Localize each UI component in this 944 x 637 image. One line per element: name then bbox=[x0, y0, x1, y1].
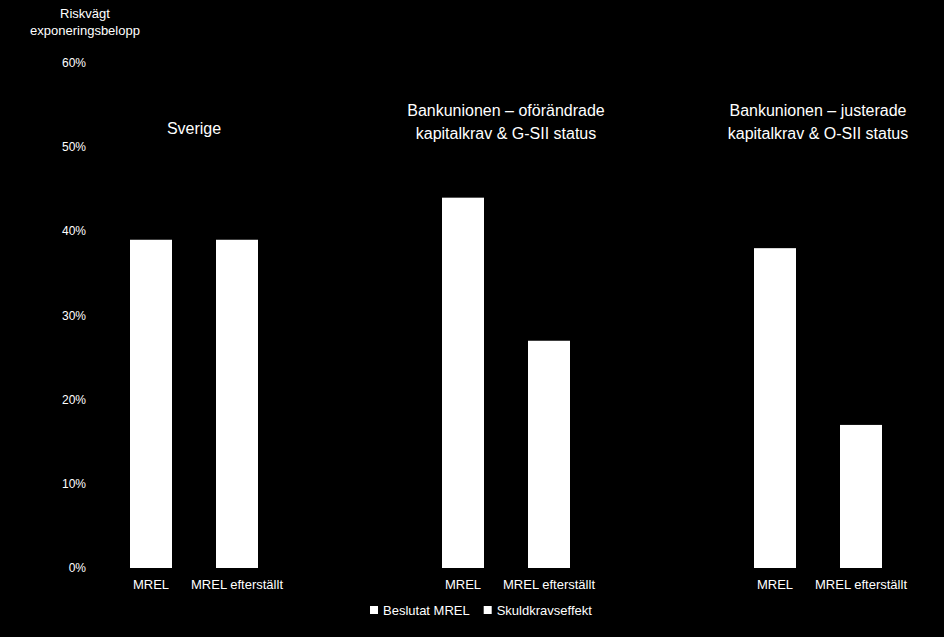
x-tick-label: MREL efterställt bbox=[503, 577, 595, 592]
bar bbox=[130, 240, 172, 568]
group-label: Sverige bbox=[167, 120, 221, 137]
bar bbox=[840, 425, 882, 568]
bar bbox=[216, 240, 258, 568]
legend-label: Skuldkravseffekt bbox=[497, 603, 593, 618]
group-label: Bankunionen – justerade bbox=[729, 102, 906, 119]
y-tick bbox=[90, 399, 93, 400]
bar bbox=[442, 198, 484, 568]
x-tick-label: MREL bbox=[757, 577, 793, 592]
y-tick-label: 30% bbox=[62, 309, 86, 323]
bar bbox=[754, 248, 796, 568]
y-tick bbox=[90, 483, 93, 484]
x-tick-label: MREL bbox=[445, 577, 481, 592]
y-tick-label: 10% bbox=[62, 477, 86, 491]
group-label: kapitalkrav & O-SII status bbox=[728, 125, 909, 142]
legend-marker bbox=[484, 606, 492, 614]
chart: Riskvägt exponeringsbelopp 0% 10% 20% 30% 40% 5… bbox=[0, 0, 944, 637]
y-tick-label: 40% bbox=[62, 224, 86, 238]
y-axis-label: Riskvägt exponeringsbelopp bbox=[30, 6, 140, 38]
y-tick bbox=[90, 231, 93, 232]
y-axis-label-line: Riskvägt bbox=[60, 6, 110, 21]
x-tick-label: MREL efterställt bbox=[815, 577, 907, 592]
y-tick bbox=[90, 147, 93, 148]
legend: Beslutat MREL Skuldkravseffekt bbox=[370, 603, 592, 618]
y-tick-label: 60% bbox=[62, 56, 86, 70]
y-axis-label-line: exponeringsbelopp bbox=[30, 23, 140, 38]
group-label: kapitalkrav & G-SII status bbox=[416, 125, 597, 142]
bars bbox=[130, 198, 882, 568]
y-tick bbox=[90, 315, 93, 316]
x-tick-label: MREL bbox=[133, 577, 169, 592]
x-tick-label: MREL efterställt bbox=[191, 577, 283, 592]
bar bbox=[528, 341, 570, 568]
y-tick-label: 0% bbox=[69, 561, 87, 575]
y-tick-label: 20% bbox=[62, 393, 86, 407]
y-tick bbox=[90, 63, 93, 64]
background bbox=[0, 0, 944, 637]
y-tick-label: 50% bbox=[62, 140, 86, 154]
legend-label: Beslutat MREL bbox=[383, 603, 470, 618]
group-label: Bankunionen – oförändrade bbox=[407, 102, 605, 119]
legend-marker bbox=[370, 606, 378, 614]
y-tick bbox=[90, 568, 93, 569]
